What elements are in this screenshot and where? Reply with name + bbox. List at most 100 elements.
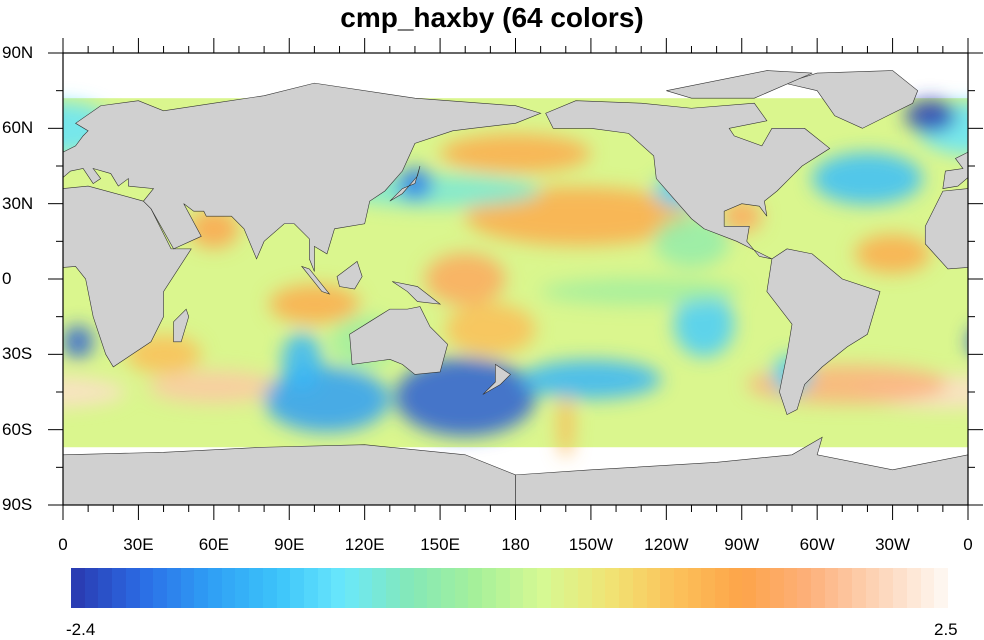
- field-anomaly: [541, 278, 742, 304]
- colorbar-swatch: [222, 568, 236, 608]
- y-tick-label: 90N: [2, 43, 33, 63]
- colorbar-swatch: [98, 568, 112, 608]
- field-anomaly: [440, 134, 591, 173]
- colorbar-swatch: [852, 568, 866, 608]
- colorbar-swatch: [331, 568, 345, 608]
- colorbar-min-label: -2.4: [66, 620, 95, 640]
- colorbar-swatch: [85, 568, 99, 608]
- colorbar-swatch: [756, 568, 770, 608]
- field-anomaly: [264, 367, 390, 432]
- colorbar-swatch: [400, 568, 414, 608]
- colorbar-swatch: [715, 568, 729, 608]
- colorbar-swatch: [414, 568, 428, 608]
- y-tick-label: 0: [2, 269, 11, 289]
- colorbar-swatch: [112, 568, 126, 608]
- colorbar-swatch: [496, 568, 510, 608]
- colorbar-swatch: [619, 568, 633, 608]
- colorbar-swatch: [688, 568, 702, 608]
- colorbar-swatch: [345, 568, 359, 608]
- field-anomaly: [445, 303, 535, 355]
- colorbar-swatch: [537, 568, 551, 608]
- field-anomaly: [0, 234, 25, 273]
- field-anomaly: [0, 365, 43, 404]
- colorbar-swatch: [386, 568, 400, 608]
- colorbar-swatch: [510, 568, 524, 608]
- colorbar-swatch: [290, 568, 304, 608]
- y-tick-label: 30N: [2, 194, 33, 214]
- colorbar-swatch: [523, 568, 537, 608]
- colorbar-swatch: [482, 568, 496, 608]
- x-tick-label: 60W: [800, 535, 835, 555]
- colorbar-swatch: [359, 568, 373, 608]
- colorbar-swatch: [729, 568, 743, 608]
- colorbar-swatch: [263, 568, 277, 608]
- x-tick-label: 60E: [199, 535, 229, 555]
- colorbar-swatch: [304, 568, 318, 608]
- field-anomaly: [558, 392, 573, 457]
- colorbar-swatch: [825, 568, 839, 608]
- colorbar-swatch: [605, 568, 619, 608]
- x-tick-label: 30W: [875, 535, 910, 555]
- x-tick-label: 90E: [274, 535, 304, 555]
- colorbar: [71, 568, 948, 608]
- colorbar-swatch: [455, 568, 469, 608]
- colorbar-swatch: [126, 568, 140, 608]
- colorbar-swatch: [208, 568, 222, 608]
- colorbar-swatch: [838, 568, 852, 608]
- y-tick-label: 60N: [2, 118, 33, 138]
- y-tick-label: 60S: [2, 420, 32, 440]
- colorbar-swatch: [578, 568, 592, 608]
- colorbar-swatch: [153, 568, 167, 608]
- field-anomaly: [282, 332, 322, 391]
- colorbar-swatch: [770, 568, 784, 608]
- colorbar-swatch: [318, 568, 332, 608]
- x-tick-label: 30E: [123, 535, 153, 555]
- x-tick-label: 150E: [420, 535, 460, 555]
- field-anomaly: [148, 371, 279, 404]
- colorbar-swatch: [277, 568, 291, 608]
- field-anomaly: [812, 152, 923, 204]
- field-anomaly: [855, 234, 930, 273]
- colorbar-swatch: [633, 568, 647, 608]
- colorbar-swatch: [784, 568, 798, 608]
- colorbar-swatch: [592, 568, 606, 608]
- x-tick-label: 120E: [345, 535, 385, 555]
- x-tick-label: 120W: [644, 535, 688, 555]
- colorbar-swatch: [934, 568, 948, 608]
- colorbar-swatch: [71, 568, 85, 608]
- colorbar-swatch: [181, 568, 195, 608]
- colorbar-swatch: [647, 568, 661, 608]
- field-anomaly: [905, 99, 955, 132]
- colorbar-swatch: [427, 568, 441, 608]
- y-tick-label: 30S: [2, 344, 32, 364]
- x-tick-label: 0: [58, 535, 67, 555]
- colorbar-swatch: [372, 568, 386, 608]
- colorbar-swatch: [249, 568, 263, 608]
- colorbar-swatch: [701, 568, 715, 608]
- colorbar-swatch: [893, 568, 907, 608]
- colorbar-swatch: [742, 568, 756, 608]
- colorbar-swatch: [167, 568, 181, 608]
- colorbar-swatch: [235, 568, 249, 608]
- colorbar-swatch: [879, 568, 893, 608]
- x-tick-label: 90W: [724, 535, 759, 555]
- colorbar-swatch: [866, 568, 880, 608]
- colorbar-swatch: [194, 568, 208, 608]
- colorbar-swatch: [468, 568, 482, 608]
- colorbar-swatch: [551, 568, 565, 608]
- x-tick-label: 180: [501, 535, 529, 555]
- y-tick-label: 90S: [2, 495, 32, 515]
- colorbar-swatch: [797, 568, 811, 608]
- colorbar-swatch: [564, 568, 578, 608]
- field-anomaly: [63, 325, 93, 358]
- colorbar-swatch: [811, 568, 825, 608]
- colorbar-swatch: [921, 568, 935, 608]
- field-anomaly: [425, 253, 505, 305]
- x-tick-label: 150W: [569, 535, 613, 555]
- x-tick-label: 0: [963, 535, 972, 555]
- colorbar-swatch: [907, 568, 921, 608]
- colorbar-swatch: [441, 568, 455, 608]
- colorbar-swatch: [660, 568, 674, 608]
- colorbar-swatch: [674, 568, 688, 608]
- colorbar-max-label: 2.5: [934, 620, 958, 640]
